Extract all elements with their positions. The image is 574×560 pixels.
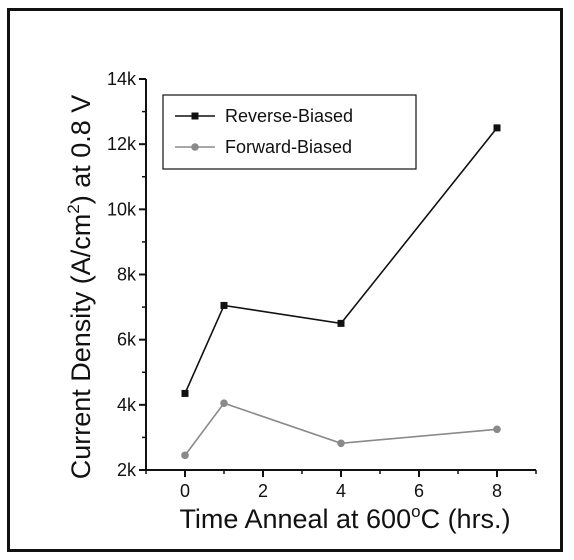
data-point [181, 389, 189, 397]
data-point [493, 425, 501, 434]
y-tick-label: 2k [117, 460, 137, 480]
data-point [493, 124, 501, 132]
x-tick-label: 2 [258, 481, 268, 501]
y-tick-label: 12k [107, 134, 137, 154]
x-tick-label: 0 [180, 481, 190, 501]
x-axis-title-main: Time Anneal at 600 [179, 504, 411, 534]
series-line [184, 402, 498, 456]
x-tick-label: 8 [492, 481, 502, 501]
data-point [337, 319, 345, 327]
data-point [181, 451, 189, 460]
legend-label: Forward-Biased [225, 137, 352, 157]
line-chart: 2k 4k 6k 8k 10k 12k 14k 0 2 4 6 8 Reverse-Biased For… [64, 69, 537, 534]
y-axis-title-main: Current Density (A/cm [66, 214, 96, 480]
x-axis-title: Time Anneal at 600oC (hrs.) [179, 502, 510, 534]
data-point [220, 399, 228, 408]
x-tick-label: 6 [414, 481, 424, 501]
series-1 [181, 399, 501, 460]
legend-marker [191, 112, 199, 120]
data-point [220, 301, 228, 309]
series-layer [181, 124, 501, 460]
y-axis-title-end: ) at 0.8 V [66, 95, 96, 205]
legend-box [162, 94, 417, 170]
x-axis-title-degree: o [411, 502, 420, 521]
y-tick-label: 6k [117, 330, 137, 350]
y-axis-title-superscript: 2 [64, 204, 83, 213]
ticks: 2k 4k 6k 8k 10k 12k 14k 0 2 4 6 8 [107, 69, 537, 501]
series-0 [181, 124, 501, 397]
x-tick-label: 4 [336, 481, 346, 501]
y-tick-label: 10k [107, 199, 137, 219]
data-point [337, 439, 345, 448]
x-axis-title-end: C (hrs.) [421, 504, 511, 534]
y-axis-title: Current Density (A/cm2) at 0.8 V [64, 95, 96, 480]
series-line [184, 127, 498, 394]
y-tick-label: 4k [117, 395, 137, 415]
y-tick-label: 14k [107, 69, 137, 89]
figure-frame: 2k 4k 6k 8k 10k 12k 14k 0 2 4 6 8 Reverse-Biased For… [7, 8, 563, 552]
legend: Reverse-Biased Forward-Biased [162, 94, 417, 170]
y-tick-label: 8k [117, 265, 137, 285]
legend-label: Reverse-Biased [225, 106, 353, 126]
legend-marker [191, 143, 199, 151]
